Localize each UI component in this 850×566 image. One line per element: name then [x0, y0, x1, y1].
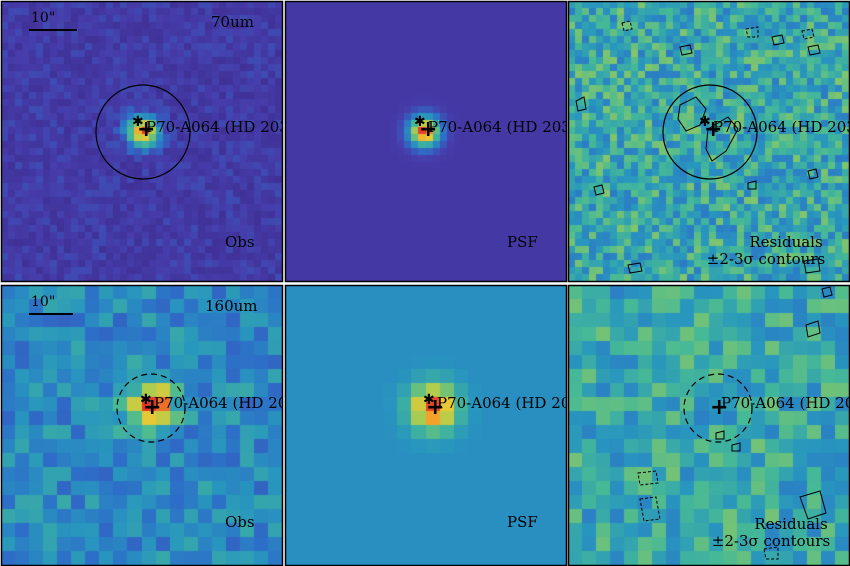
image-70um-psf [285, 1, 567, 282]
scale-bar-label: 10" [31, 10, 56, 26]
cross-marker: + [704, 117, 723, 142]
cross-marker: + [710, 395, 729, 420]
panel-label: Residuals ±2-3σ contours [706, 233, 826, 269]
aperture-circle [683, 373, 753, 443]
aperture-circle [116, 373, 186, 443]
panel-label: PSF [507, 513, 538, 531]
star-marker: ✱ [414, 114, 426, 130]
cross-marker: + [143, 395, 162, 420]
source-name: P70-A064 (HD 203 [428, 118, 567, 136]
star-marker: ✱ [132, 114, 144, 130]
cross-marker: + [419, 117, 438, 142]
source-name: P70-A064 (HD 20 [437, 394, 567, 412]
image-160um-psf [285, 285, 567, 566]
star-marker: ✱ [699, 114, 711, 130]
panel-160um-residuals: + P70-A064 (HD 20 Residuals ±2-3σ contou… [567, 284, 850, 566]
overlay-70um-obs [0, 0, 284, 283]
panel-label: Obs [225, 233, 255, 251]
source-name: P70-A064 (HD 20 [721, 394, 850, 412]
image-160um-residuals [568, 285, 850, 566]
cross-marker: + [137, 117, 156, 142]
source-name: P70-A064 (HD 203 [713, 118, 850, 136]
star-marker: ✱ [140, 392, 152, 408]
cross-marker: + [426, 395, 445, 420]
panel-label: Residuals ±2-3σ contours [711, 515, 831, 551]
panel-70um-psf: ✱ + P70-A064 (HD 203 PSF [284, 0, 568, 283]
panel-160um-obs: 10" 160um ✱ + P70-A064 (HD 20 Obs [0, 284, 284, 566]
image-70um-residuals [568, 1, 850, 282]
image-160um-obs [1, 285, 283, 566]
panel-label: PSF [507, 233, 538, 251]
scale-bar [29, 313, 73, 315]
panel-160um-psf: ✱ + P70-A064 (HD 20 PSF [284, 284, 568, 566]
scale-bar-label: 10" [31, 294, 56, 310]
panel-70um-residuals: ✱ + P70-A064 (HD 203 Residuals ±2-3σ con… [567, 0, 850, 283]
band-label: 160um [205, 297, 258, 315]
star-marker: ✱ [423, 392, 435, 408]
scale-bar [29, 29, 77, 31]
source-name: P70-A064 (HD 20 [154, 394, 283, 412]
aperture-circle [662, 84, 758, 180]
overlay-70um-residuals [567, 0, 850, 283]
source-name: P70-A064 (HD 203 [146, 118, 283, 136]
aperture-circle [95, 84, 191, 180]
image-70um-obs [1, 1, 283, 282]
panel-70um-obs: 10" 70um ✱ + P70-A064 (HD 203 Obs [0, 0, 284, 283]
overlay-70um-psf [284, 0, 568, 283]
band-label: 70um [211, 13, 254, 31]
panel-label: Obs [225, 513, 255, 531]
